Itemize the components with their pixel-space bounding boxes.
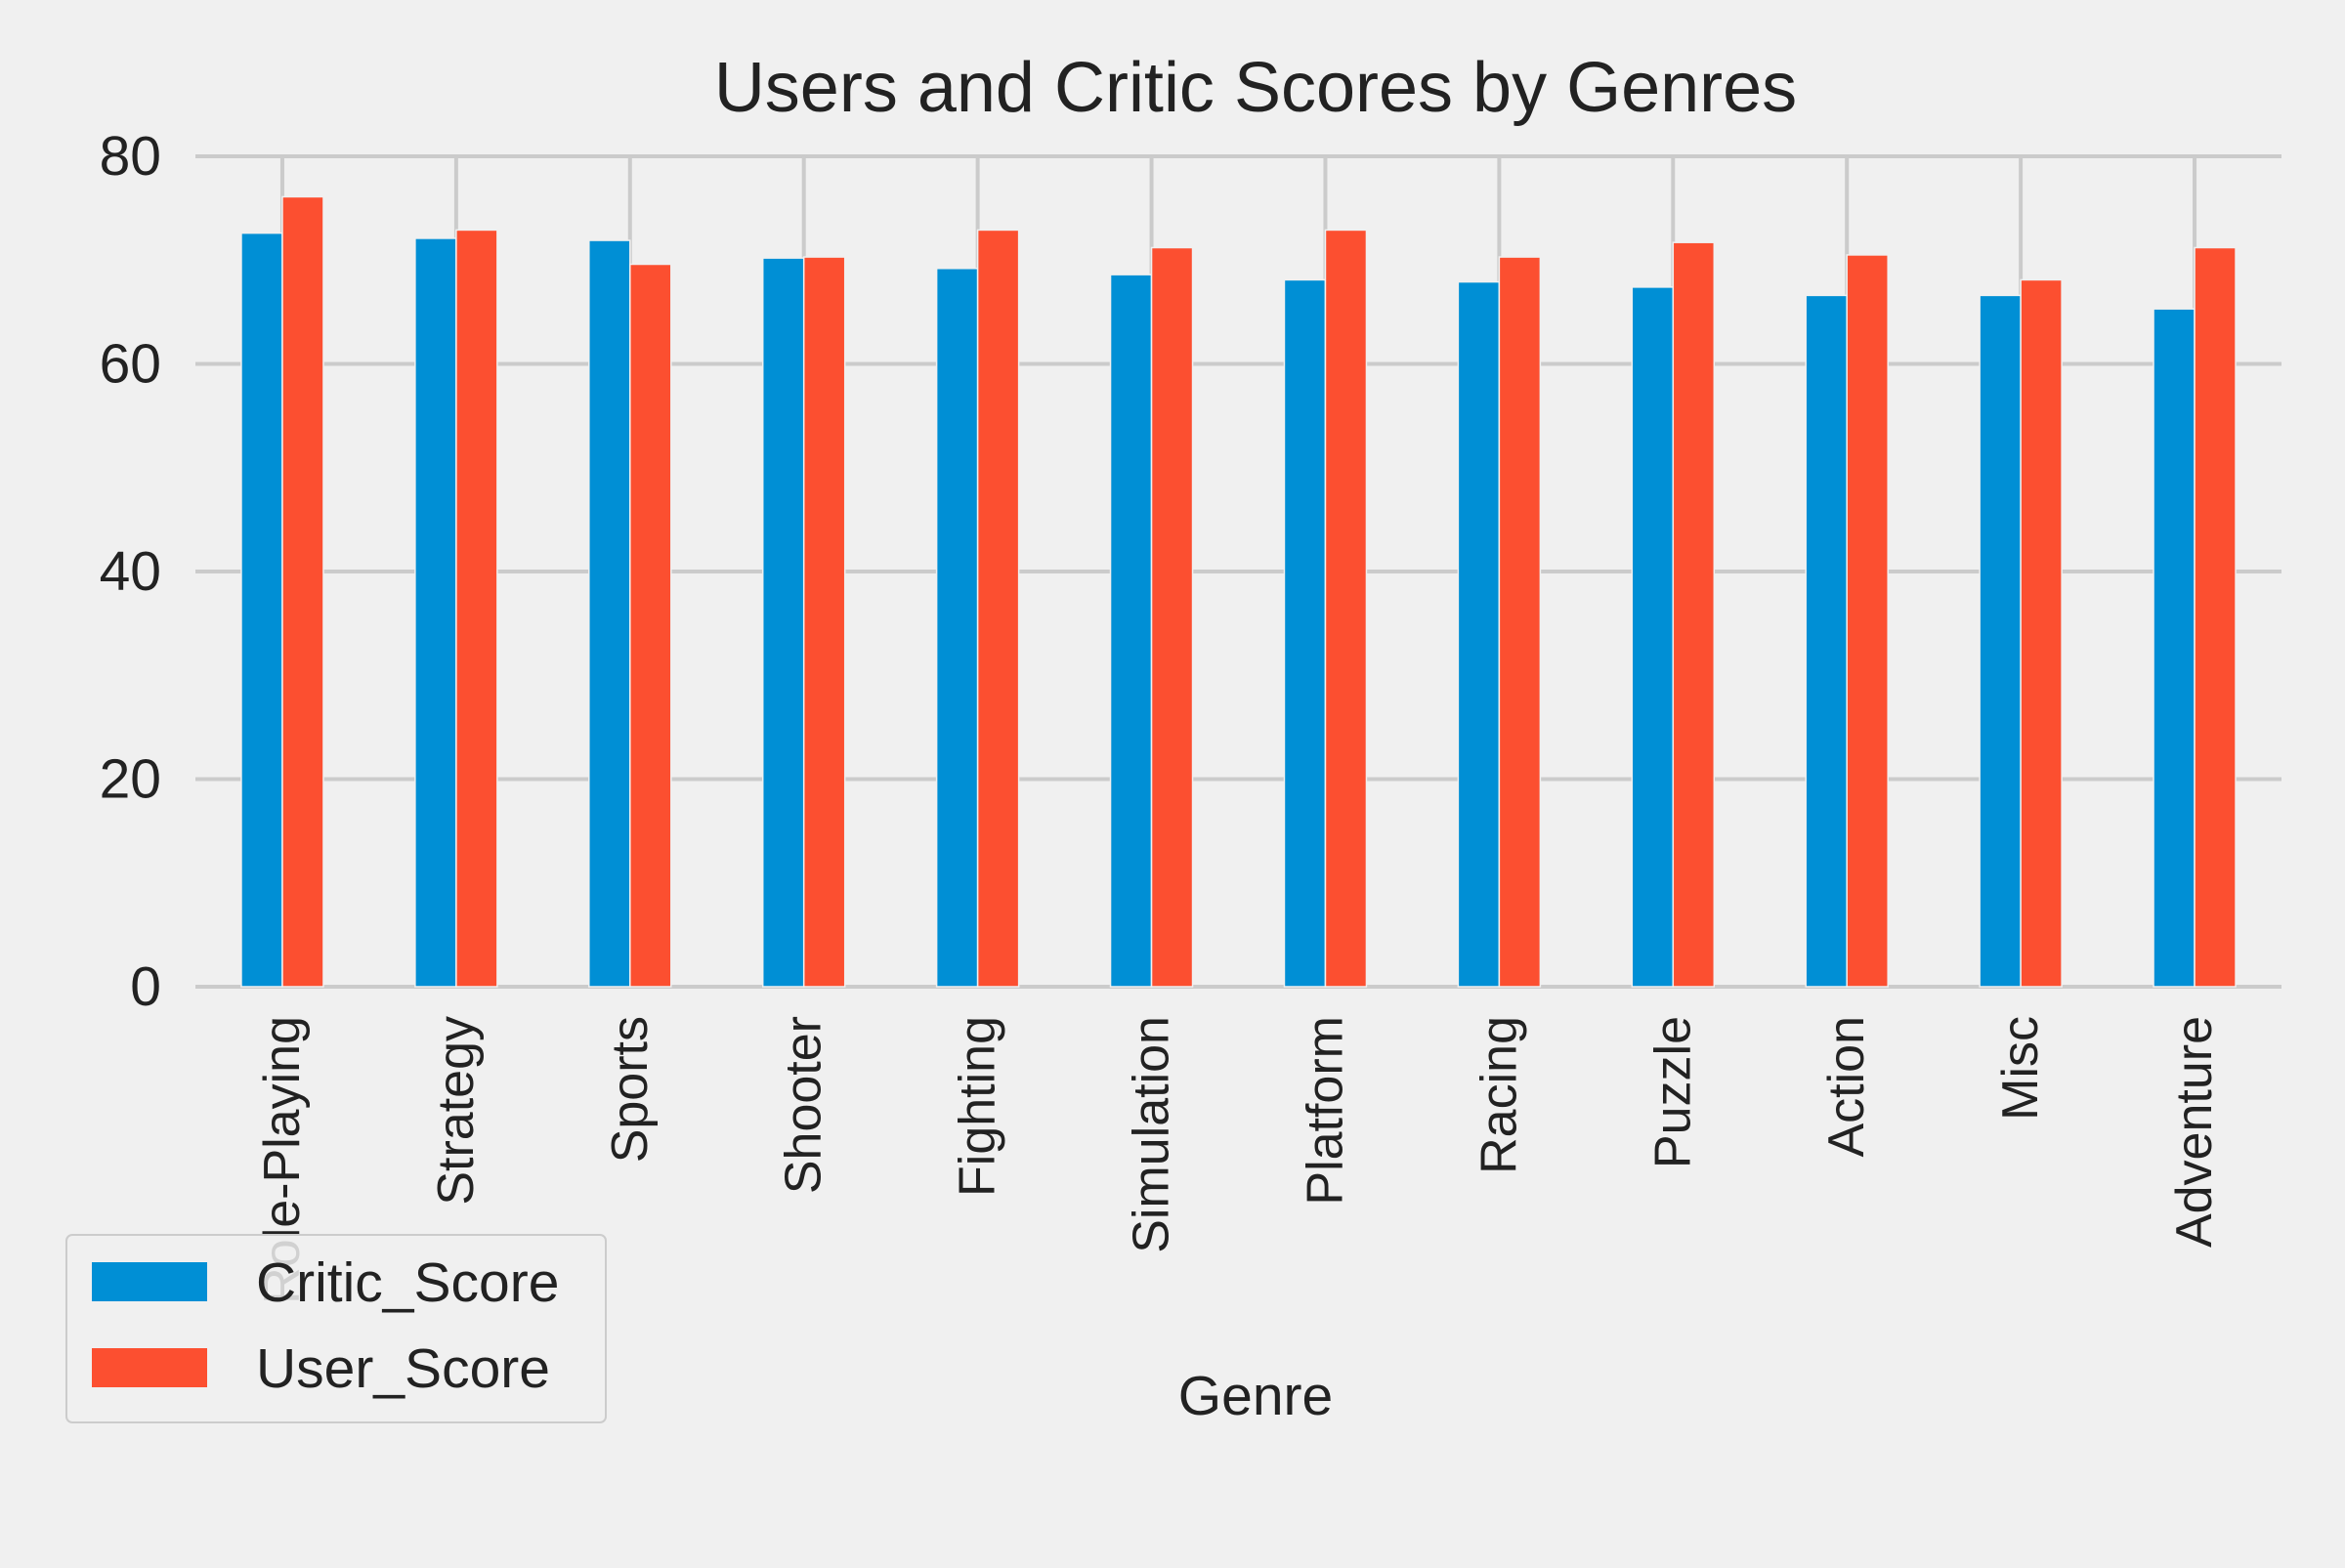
x-tick-label: Misc — [1992, 1016, 2049, 1121]
bar-user-score — [2020, 278, 2063, 988]
x-axis-label: Genre — [1178, 1365, 1333, 1427]
bar-critic-score — [588, 239, 631, 988]
legend: Critic_Score User_Score — [65, 1234, 607, 1423]
bar-critic-score — [1109, 274, 1153, 988]
bar-critic-score — [2153, 308, 2196, 988]
bar-critic-score — [414, 237, 457, 988]
bar-critic-score — [240, 232, 283, 988]
y-tick-label: 80 — [100, 125, 161, 188]
x-tick-label: Fighting — [950, 1016, 1006, 1197]
x-tick-label: Puzzle — [1644, 1016, 1701, 1168]
x-tick-label: Sports — [602, 1016, 659, 1163]
bar-critic-score — [1283, 278, 1327, 988]
x-tick-label: Platform — [1297, 1016, 1353, 1206]
bar-user-score — [1498, 256, 1542, 988]
bar-user-score — [1672, 241, 1716, 988]
y-tick-label: 0 — [130, 955, 161, 1018]
bar-critic-score — [1457, 280, 1501, 988]
bar-user-score — [455, 229, 498, 988]
bar-user-score — [1324, 229, 1368, 988]
x-tick-label: Strategy — [428, 1016, 485, 1206]
bar-user-score — [976, 229, 1020, 988]
chart-title: Users and Critic Scores by Genres — [714, 49, 1797, 127]
grid-layer — [195, 154, 2281, 989]
bar-user-score — [281, 195, 324, 988]
bar-critic-score — [761, 257, 805, 988]
x-tick-label: Shooter — [776, 1016, 832, 1194]
bar-critic-score — [935, 268, 979, 988]
bars-layer — [240, 195, 2237, 988]
bar-user-score — [629, 263, 672, 988]
bar-user-score — [1150, 246, 1194, 988]
legend-label: Critic_Score — [256, 1251, 559, 1314]
bar-critic-score — [1805, 294, 1848, 988]
bar-user-score — [2194, 246, 2237, 988]
x-tick-label: Racing — [1471, 1016, 1527, 1174]
y-tick-label: 40 — [100, 540, 161, 603]
legend-swatch — [92, 1262, 207, 1301]
y-tick-label: 60 — [100, 333, 161, 396]
bar-user-score — [1846, 254, 1889, 988]
legend-swatch — [92, 1348, 207, 1387]
x-tick-label: Action — [1818, 1016, 1875, 1158]
x-tick-label: Simulation — [1124, 1016, 1180, 1253]
bar-critic-score — [1979, 294, 2022, 988]
bar-critic-score — [1631, 286, 1675, 988]
y-tick-label: 20 — [100, 748, 161, 811]
x-tick-label: Adventure — [2166, 1016, 2223, 1248]
bar-user-score — [802, 256, 846, 988]
legend-label: User_Score — [256, 1337, 550, 1400]
